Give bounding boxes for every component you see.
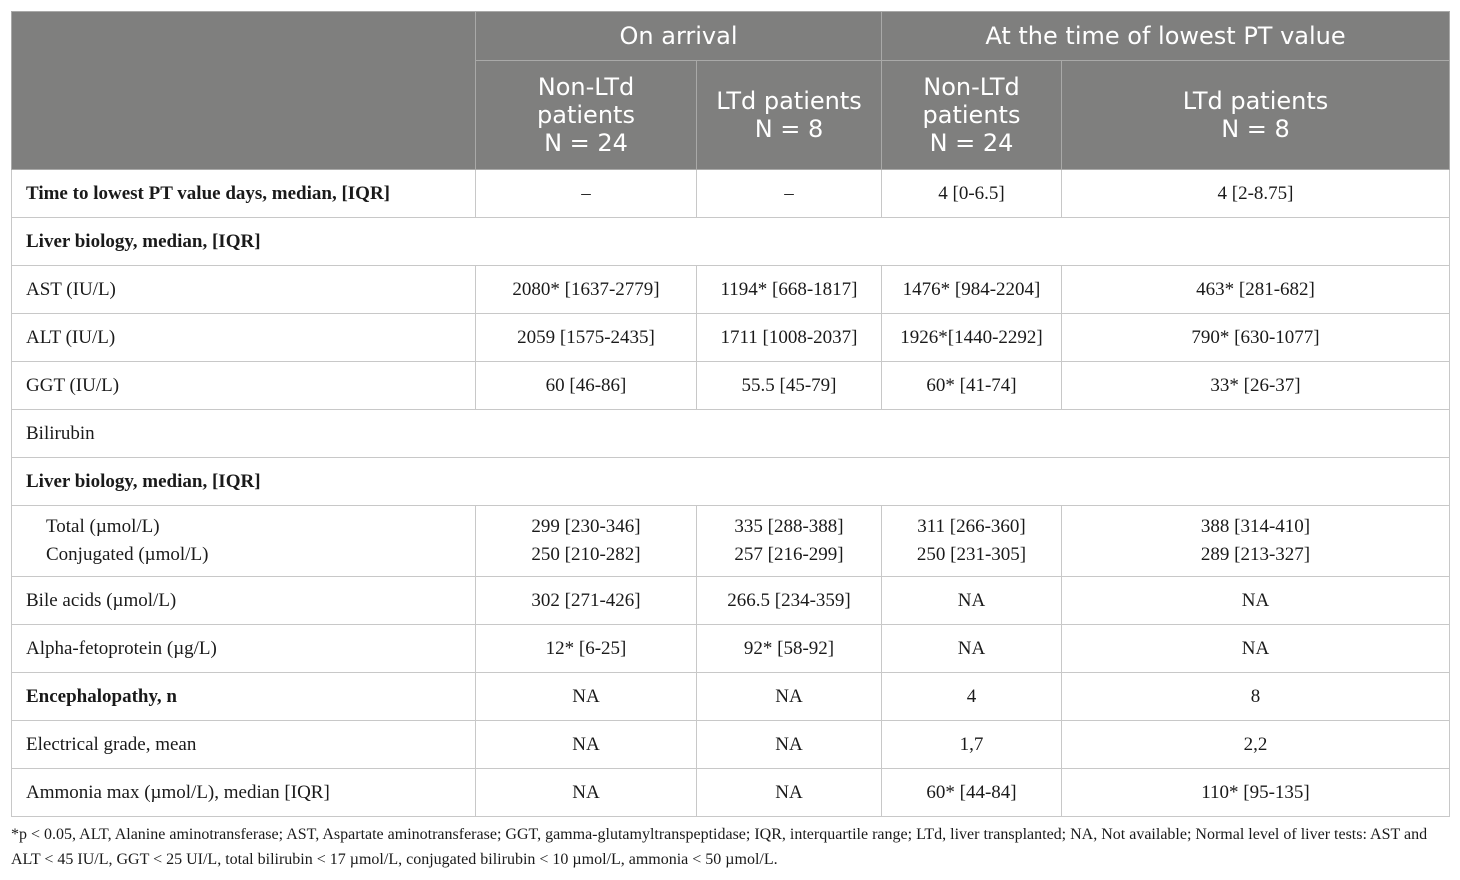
table-cell: 1476* [984-2204] (881, 265, 1062, 314)
table-row: Bile acids (µmol/L) 302 [271-426] 266.5 … (11, 576, 1450, 625)
table-cell: 1926*[1440-2292] (881, 313, 1062, 362)
cell-line: 257 [216-299] (734, 544, 844, 565)
header-line: N = 8 (1221, 115, 1290, 143)
table-cell: 33* [26-37] (1061, 361, 1450, 410)
section-label: Liver biology, median, [IQR] (11, 217, 1450, 266)
cell-line: 335 [288-388] (734, 516, 844, 537)
table-cell: NA (475, 768, 697, 817)
table-cell: 4 [2-8.75] (1061, 169, 1450, 218)
table-cell: 463* [281-682] (1061, 265, 1450, 314)
table-cell: NA (696, 720, 882, 769)
header-col-arrival-ltd: LTd patients N = 8 (696, 60, 882, 170)
table-cell: NA (881, 624, 1062, 673)
header-line: N = 24 (544, 129, 628, 157)
table-cell: 302 [271-426] (475, 576, 697, 625)
row-label: Time to lowest PT value days, median, [I… (11, 169, 476, 218)
table-cell: 335 [288-388] 257 [216-299] (696, 505, 882, 577)
table-cell: 2080* [1637-2779] (475, 265, 697, 314)
row-label: Encephalopathy, n (11, 672, 476, 721)
table-cell: 4 (881, 672, 1062, 721)
results-table: On arrival At the time of lowest PT valu… (11, 11, 1450, 817)
table-header: On arrival At the time of lowest PT valu… (11, 11, 1450, 170)
table-body: Time to lowest PT value days, median, [I… (11, 169, 1450, 817)
header-col-lowest-ltd: LTd patients N = 8 (1061, 60, 1450, 170)
cell-line: 250 [210-282] (531, 544, 641, 565)
header-line: Non-LTd (537, 73, 635, 101)
row-label: Electrical grade, mean (11, 720, 476, 769)
header-col-lowest-non-ltd: Non-LTd patients N = 24 (881, 60, 1062, 170)
table-footnote: *p < 0.05, ALT, Alanine aminotransferase… (11, 826, 1428, 868)
section-label: Liver biology, median, [IQR] (11, 457, 1450, 506)
section-label: Bilirubin (11, 409, 1450, 458)
table-cell: 12* [6-25] (475, 624, 697, 673)
table-cell: 1194* [668-1817] (696, 265, 882, 314)
table-cell: 2,2 (1061, 720, 1450, 769)
cell-line: 299 [230-346] (531, 516, 641, 537)
header-line: patients (537, 101, 635, 129)
table-row: AST (IU/L) 2080* [1637-2779] 1194* [668-… (11, 265, 1450, 314)
row-label: GGT (IU/L) (11, 361, 476, 410)
table-row: Alpha-fetoprotein (µg/L) 12* [6-25] 92* … (11, 624, 1450, 673)
table-cell: NA (881, 576, 1062, 625)
table-cell: 311 [266-360] 250 [231-305] (881, 505, 1062, 577)
table-cell: – (475, 169, 697, 218)
table-cell: 1711 [1008-2037] (696, 313, 882, 362)
row-label: Bile acids (µmol/L) (11, 576, 476, 625)
table-cell: – (696, 169, 882, 218)
table-row: Electrical grade, mean NA NA 1,7 2,2 (11, 720, 1450, 769)
row-label: Total (µmol/L) Conjugated (µmol/L) (11, 505, 476, 577)
table-cell: 790* [630-1077] (1061, 313, 1450, 362)
table-cell: 8 (1061, 672, 1450, 721)
table-cell: NA (696, 768, 882, 817)
table-row: Liver biology, median, [IQR] (11, 457, 1450, 506)
cell-line: 250 [231-305] (916, 544, 1027, 565)
cell-line: 388 [314-410] (1200, 516, 1311, 537)
table-cell: 92* [58-92] (696, 624, 882, 673)
row-sublabel-total: Total (µmol/L) (46, 516, 160, 537)
table-cell: 2059 [1575-2435] (475, 313, 697, 362)
table-cell: 110* [95-135] (1061, 768, 1450, 817)
table-cell: NA (1061, 624, 1450, 673)
header-line: LTd patients (716, 87, 862, 115)
table-row: Ammonia max (µmol/L), median [IQR] NA NA… (11, 768, 1450, 817)
header-group-on-arrival: On arrival (475, 11, 882, 61)
table-cell: 388 [314-410] 289 [213-327] (1061, 505, 1450, 577)
table-row: Total (µmol/L) Conjugated (µmol/L) 299 [… (11, 505, 1450, 577)
table-cell: 60* [41-74] (881, 361, 1062, 410)
table-row: Time to lowest PT value days, median, [I… (11, 169, 1450, 218)
header-col-arrival-non-ltd: Non-LTd patients N = 24 (475, 60, 697, 170)
header-line: LTd patients (1182, 87, 1329, 115)
cell-line: 289 [213-327] (1200, 544, 1311, 565)
row-label: AST (IU/L) (11, 265, 476, 314)
table-cell: NA (696, 672, 882, 721)
header-empty-cell (11, 11, 476, 170)
table-cell: 1,7 (881, 720, 1062, 769)
header-line: N = 24 (929, 129, 1014, 157)
header-line: N = 8 (754, 115, 824, 143)
table-row: Bilirubin (11, 409, 1450, 458)
table-row: Encephalopathy, n NA NA 4 8 (11, 672, 1450, 721)
table-cell: NA (475, 720, 697, 769)
row-label: Alpha-fetoprotein (µg/L) (11, 624, 476, 673)
header-group-lowest-pt: At the time of lowest PT value (881, 11, 1450, 61)
table-cell: NA (475, 672, 697, 721)
cell-line: 311 [266-360] (917, 516, 1026, 537)
row-sublabel-conjugated: Conjugated (µmol/L) (46, 544, 209, 565)
row-label: ALT (IU/L) (11, 313, 476, 362)
table-cell: 299 [230-346] 250 [210-282] (475, 505, 697, 577)
table-cell: 60* [44-84] (881, 768, 1062, 817)
row-label: Ammonia max (µmol/L), median [IQR] (11, 768, 476, 817)
table-row: ALT (IU/L) 2059 [1575-2435] 1711 [1008-2… (11, 313, 1450, 362)
table-cell: 55.5 [45-79] (696, 361, 882, 410)
table-cell: NA (1061, 576, 1450, 625)
header-line: Non-LTd (923, 73, 1020, 101)
table-row: GGT (IU/L) 60 [46-86] 55.5 [45-79] 60* [… (11, 361, 1450, 410)
table-row: Liver biology, median, [IQR] (11, 217, 1450, 266)
table-cell: 60 [46-86] (475, 361, 697, 410)
table-cell: 4 [0-6.5] (881, 169, 1062, 218)
table-cell: 266.5 [234-359] (696, 576, 882, 625)
header-line: patients (922, 101, 1021, 129)
